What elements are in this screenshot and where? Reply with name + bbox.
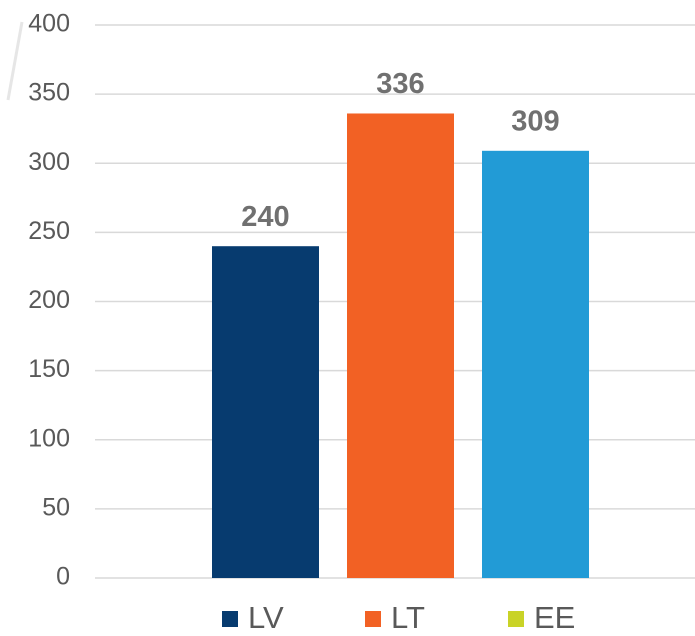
y-tick-label: 300	[28, 148, 70, 176]
decoration	[6, 21, 24, 101]
y-tick-label: 200	[28, 286, 70, 314]
y-tick-label: 100	[28, 424, 70, 452]
value-label: 336	[376, 68, 424, 100]
value-label: 309	[511, 105, 559, 137]
value-label: 240	[241, 201, 289, 233]
y-tick-label: 0	[56, 563, 70, 591]
y-tick-label: 350	[28, 79, 70, 107]
legend-label: LT	[391, 600, 425, 635]
bar	[212, 246, 319, 578]
y-tick-label: 150	[28, 355, 70, 383]
bar	[347, 113, 454, 578]
legend-label: LV	[248, 600, 284, 635]
y-tick-label: 50	[42, 493, 70, 521]
legend-swatch	[222, 611, 238, 627]
legend-swatch	[508, 611, 524, 627]
y-tick-label: 400	[28, 10, 70, 38]
legend-label: EE	[534, 600, 575, 635]
legend-swatch	[365, 611, 381, 627]
bar	[482, 150, 589, 578]
y-tick-label: 250	[28, 217, 70, 245]
